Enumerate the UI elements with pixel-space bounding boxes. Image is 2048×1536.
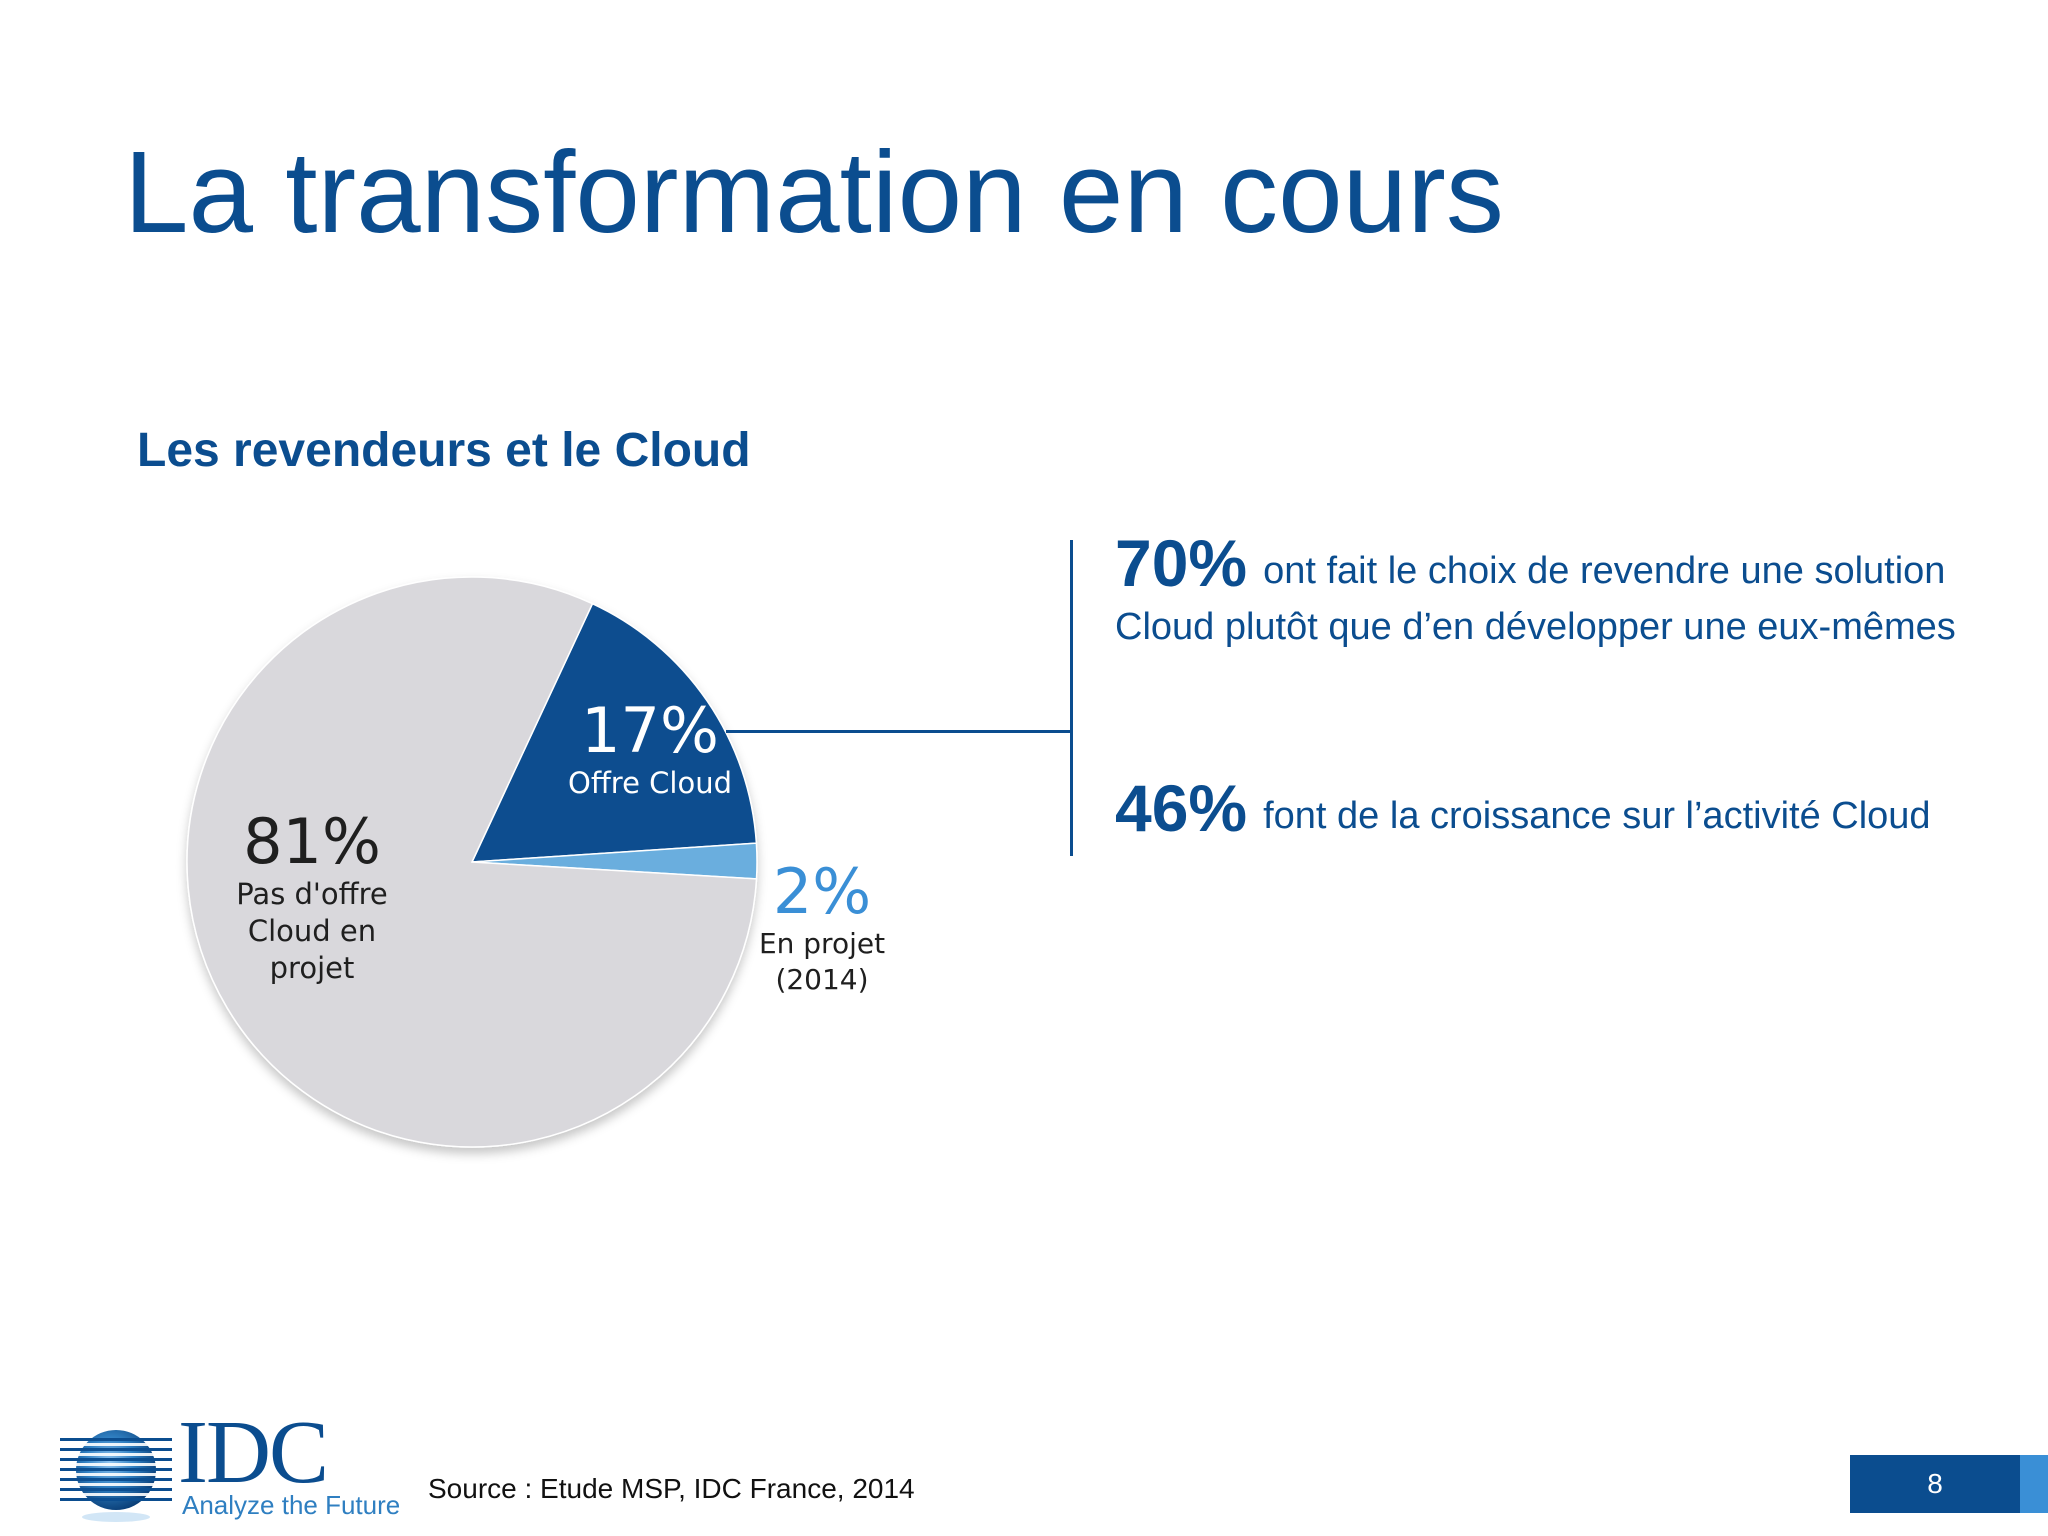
connector-line-horizontal [726, 730, 1072, 733]
pie-slice-no-cloud [186, 576, 758, 1148]
pie-label-in-project: 2% En projet (2014) [752, 855, 892, 997]
stat-70: 70% ont fait le choix de revendre une sol… [1115, 530, 1995, 655]
pie-category-cloud-offer: Offre Cloud [568, 766, 732, 801]
pie-slice-cloud-offer [470, 602, 758, 863]
stat-46: 46% font de la croissance sur l’activité … [1115, 775, 1995, 844]
pie-chart: 81% Pas d'offre Cloud en projet 17% Offr… [170, 560, 930, 1180]
section-title: Les revendeurs et le Cloud [137, 424, 751, 477]
idc-logo: IDC Analyze the Future [60, 1408, 400, 1526]
logo-text: IDC [178, 1403, 329, 1502]
pie-category-in-project-line1: En projet [758, 927, 886, 961]
globe-icon [60, 1430, 172, 1522]
source-note: Source : Etude MSP, IDC France, 2014 [428, 1473, 915, 1504]
pie-category-no-cloud: Pas d'offre Cloud en projet [236, 877, 388, 985]
pie-value-no-cloud: 81% [243, 805, 381, 878]
stat-70-value: 70% [1115, 526, 1248, 600]
page-number: 8 [1850, 1455, 2020, 1513]
pie-value-in-project: 2% [772, 855, 872, 928]
pie-category-in-project-line2: (2014) [775, 962, 869, 996]
pie-chart-svg [186, 576, 758, 1148]
logo-tagline: Analyze the Future [182, 1490, 401, 1520]
stat-70-text: ont fait le choix de revendre une soluti… [1115, 550, 1956, 648]
pie-label-cloud-offer: 17% Offre Cloud [545, 694, 755, 802]
pie-label-no-cloud: 81% Pas d'offre Cloud en projet [230, 805, 394, 987]
pie-slices [186, 576, 758, 1148]
page-title: La transformation en cours [124, 127, 1504, 257]
pie-value-cloud-offer: 17% [581, 694, 719, 767]
stat-46-value: 46% [1115, 771, 1248, 845]
connector-line-vertical [1070, 540, 1073, 856]
page-number-accent [2020, 1455, 2048, 1513]
stat-46-text: font de la croissance sur l’activité Clo… [1263, 795, 1931, 837]
